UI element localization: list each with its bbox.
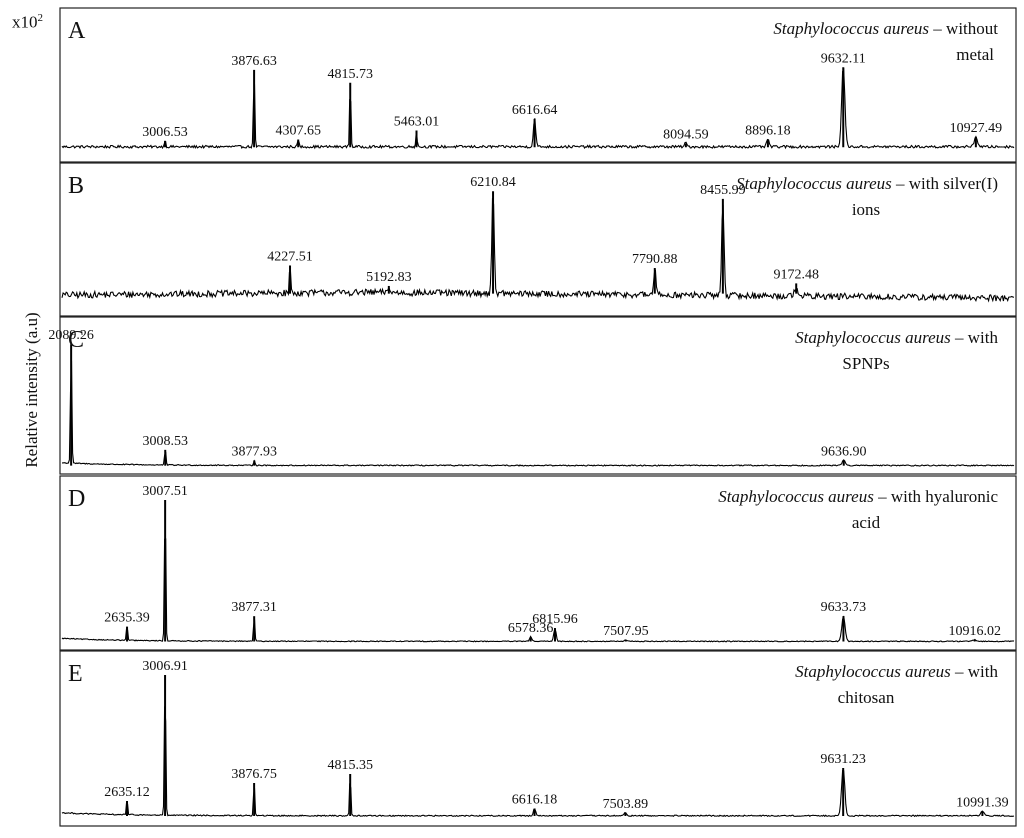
peak-label: 6616.18 [512, 793, 558, 808]
caption-condition: – with silver(I) [892, 174, 998, 193]
panel-b: 4227.51 5192.83 6210.84 7790.88 8455.99 9172.… [59, 162, 1017, 317]
panel-frame [59, 7, 1017, 163]
spectrum-line [61, 538, 1015, 643]
peak-label: 4307.65 [275, 124, 321, 139]
multiplier-base: x10 [12, 12, 38, 32]
panel-letter: A [68, 18, 86, 44]
peak-label: 5463.01 [394, 114, 440, 129]
caption-condition: – with [951, 328, 999, 347]
peak-label: 4815.73 [327, 67, 373, 82]
panel-frame [59, 162, 1017, 317]
peak-label: 10916.02 [948, 624, 1001, 639]
caption-condition: – with [951, 662, 999, 681]
peak-label: 7503.89 [603, 797, 649, 812]
panel-a: 3006.53 3876.63 4307.65 4815.73 5463.01 6616.… [59, 7, 1017, 163]
multiplier-exponent: 2 [37, 12, 44, 24]
peak-label: 3876.75 [231, 767, 277, 782]
peak-label: 9633.73 [821, 600, 867, 615]
peak-label: 4815.35 [327, 758, 373, 773]
spectrum-line [61, 706, 1015, 818]
panel-letter: E [68, 661, 83, 687]
peak-label: 3877.93 [231, 444, 277, 459]
peak-label: 8094.59 [663, 127, 709, 142]
peak-label: 7507.95 [603, 624, 649, 639]
peak-label: 3006.53 [142, 125, 188, 140]
peak-label: 3006.91 [142, 659, 188, 674]
panel-caption-line2: chitosan [838, 688, 895, 707]
panel-caption-line2: SPNPs [842, 354, 889, 373]
panel-caption: Staphylococcus aureus – with silver(I) [736, 174, 998, 193]
caption-species: Staphylococcus aureus [795, 662, 951, 681]
caption-species: Staphylococcus aureus [736, 174, 892, 193]
panel-frame [59, 650, 1017, 827]
panel-letter: D [68, 486, 85, 512]
spectrum-line [61, 198, 1015, 303]
peak-label: 9636.90 [821, 444, 867, 459]
peak-label: 8896.18 [745, 124, 791, 139]
panel-letter: B [68, 173, 84, 199]
panel-caption: Staphylococcus aureus – with [795, 662, 998, 681]
peak-label: 9631.23 [820, 752, 866, 767]
spectrum-line [62, 360, 1015, 467]
peak-label: 3007.51 [142, 484, 188, 499]
peak-label: 6210.84 [470, 175, 516, 190]
peak-label: 5192.83 [366, 270, 412, 285]
peak-label: 9632.11 [821, 51, 866, 66]
panel-e: 2635.12 3006.91 3876.75 4815.35 6616.18 7503.… [59, 650, 1017, 827]
caption-species: Staphylococcus aureus [795, 328, 951, 347]
peak-label: 6578.36 [508, 621, 554, 636]
peak-label: 2635.39 [104, 611, 150, 626]
peak-label: 8455.99 [700, 183, 746, 198]
peak-label: 10991.39 [956, 796, 1009, 811]
caption-species: Staphylococcus aureus [718, 487, 874, 506]
peak-label: 10927.49 [950, 121, 1003, 136]
panel-frame [59, 316, 1017, 475]
peak-label: 3876.63 [231, 54, 277, 69]
intensity-multiplier: x102 [12, 12, 43, 33]
peak-label: 2635.12 [104, 785, 150, 800]
panel-c: 2089.26 3008.53 3877.93 9636.90 C Staphylococ… [48, 316, 1017, 475]
caption-condition: – with hyaluronic [874, 487, 999, 506]
peak-label: 6616.64 [512, 103, 558, 118]
panel-caption-line2: acid [852, 513, 881, 532]
peak-label: 3877.31 [231, 600, 277, 615]
panel-caption-line2: ions [852, 200, 880, 219]
panel-letter: C [68, 327, 84, 353]
peak-label: 7790.88 [632, 252, 678, 267]
peak-label: 3008.53 [142, 434, 188, 449]
caption-species: Staphylococcus aureus [773, 19, 929, 38]
spectrum-line [61, 67, 1015, 150]
peak-label: 6815.96 [532, 612, 578, 627]
panel-caption: Staphylococcus aureus – with [795, 328, 998, 347]
panel-caption: Staphylococcus aureus – without [773, 19, 998, 38]
panel-frame [59, 475, 1017, 651]
peak-label: 9172.48 [773, 267, 819, 282]
peak-label: 4227.51 [267, 249, 313, 264]
panel-caption: Staphylococcus aureus – with hyaluronic [718, 487, 998, 506]
panel-caption-line2: metal [956, 45, 994, 64]
peak-label: 2089.26 [48, 328, 94, 343]
caption-condition: – without [929, 19, 998, 38]
